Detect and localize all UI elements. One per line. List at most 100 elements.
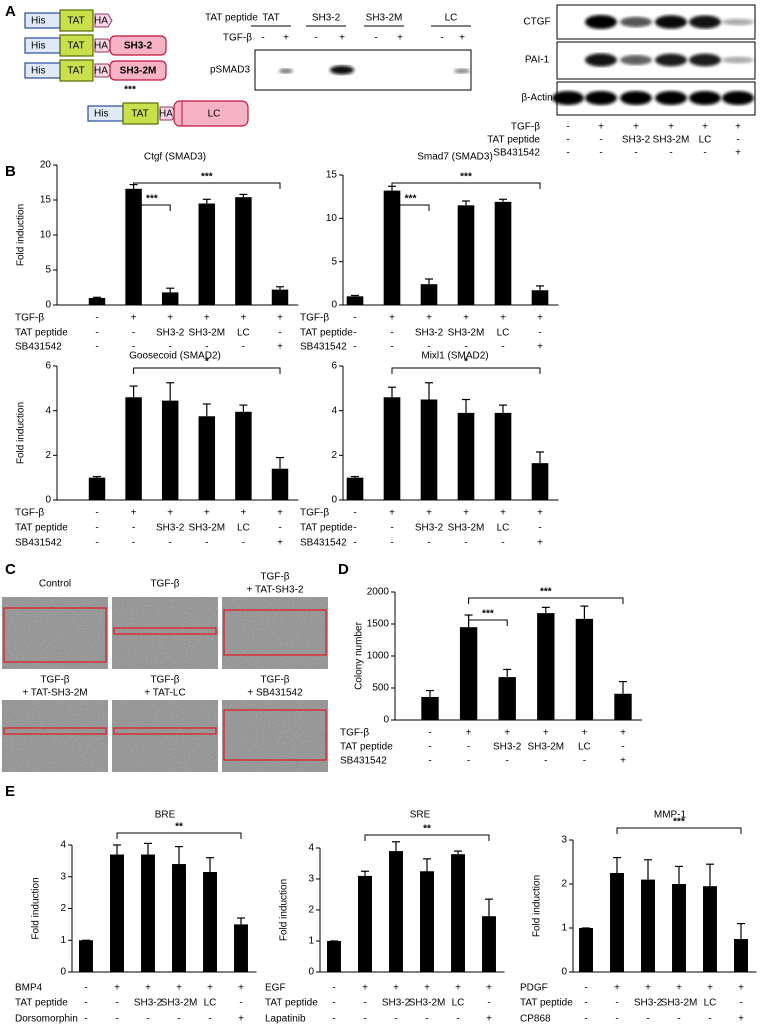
tat-label: TAT: [67, 41, 84, 52]
condition-label: TGF-β: [15, 508, 44, 519]
significance-label: ***: [673, 817, 685, 828]
condition-value: SH3-2M: [448, 328, 485, 339]
condition-value: -: [615, 1014, 618, 1025]
bar: [88, 477, 106, 500]
blot-band: [689, 15, 721, 29]
chart-title: Smad7 (SMAD3): [417, 152, 493, 163]
row-value: +: [668, 122, 674, 133]
y-tick-label: 10: [40, 230, 52, 241]
bar: [125, 397, 142, 500]
condition-label: TGF-β: [300, 508, 329, 519]
condition-value: -: [621, 742, 624, 753]
significance-label: ***: [201, 172, 213, 183]
condition-value: -: [584, 1014, 587, 1025]
y-tick-label: 0: [308, 967, 314, 978]
condition-value: +: [238, 983, 244, 994]
condition-value: +: [204, 313, 210, 324]
wound-outline: [3, 727, 107, 735]
condition-value: -: [583, 756, 586, 767]
condition-label: TAT peptide: [15, 328, 68, 339]
y-tick-label: 6: [331, 361, 337, 372]
condition-value: -: [332, 1014, 335, 1025]
condition-value: +: [167, 508, 173, 519]
insert-box: [173, 100, 249, 127]
condition-value: -: [501, 342, 504, 353]
condition-value: LC: [452, 998, 465, 1009]
significance-label: *: [205, 357, 209, 368]
bar: [389, 851, 403, 972]
panel-label: A: [5, 3, 16, 20]
y-tick-label: 4: [45, 405, 51, 416]
condition-value: +: [543, 728, 549, 739]
bar: [172, 864, 186, 972]
condition-value: -: [95, 508, 98, 519]
condition-value: -: [544, 756, 547, 767]
blot-group-label: LC: [445, 13, 458, 24]
micrograph-texture: [222, 700, 328, 772]
condition-value: +: [500, 313, 506, 324]
condition-value: +: [504, 728, 510, 739]
y-tick-label: 2: [308, 905, 314, 916]
blot-sign: +: [459, 33, 465, 44]
condition-value: -: [95, 538, 98, 549]
bar: [734, 939, 748, 972]
y-tick-label: 500: [372, 683, 389, 694]
wound-outline: [223, 709, 327, 761]
bar: [451, 854, 465, 972]
condition-value: -: [84, 1014, 87, 1025]
condition-value: -: [390, 538, 393, 549]
y-tick-label: 20: [40, 160, 52, 171]
chart-title: BRE: [155, 810, 176, 821]
his-label: His: [94, 109, 108, 120]
condition-value: +: [620, 756, 626, 767]
condition-value: +: [277, 508, 283, 519]
condition-value: +: [738, 983, 744, 994]
row-value: +: [702, 122, 708, 133]
condition-label: EGF: [265, 983, 286, 994]
condition-label: SB431542: [15, 538, 62, 549]
condition-value: +: [238, 1014, 244, 1025]
bar: [494, 412, 512, 500]
condition-value: SH3-2M: [161, 998, 198, 1009]
condition-value: +: [240, 508, 246, 519]
condition-value: SH3-2M: [188, 523, 225, 534]
condition-value: SH3-2: [156, 328, 185, 339]
micrograph-texture: [2, 700, 108, 772]
condition-value: -: [456, 1014, 459, 1025]
bar: [161, 400, 179, 500]
bar: [198, 203, 216, 305]
condition-value: -: [115, 1014, 118, 1025]
blot-header-label: TAT peptide: [205, 13, 258, 24]
bar: [141, 854, 155, 972]
row-value: +: [633, 122, 639, 133]
condition-label: BMP4: [15, 983, 43, 994]
significance-bracket: [364, 834, 490, 841]
condition-value: -: [427, 538, 430, 549]
condition-label: TAT peptide: [15, 523, 68, 534]
row-value: -: [566, 148, 569, 159]
y-tick-label: 6: [45, 361, 51, 372]
condition-value: +: [167, 313, 173, 324]
y-tick-label: 2000: [367, 587, 390, 598]
blot-band: [585, 53, 617, 67]
condition-value: -: [584, 983, 587, 994]
y-axis-label: Fold induction: [532, 875, 543, 937]
blot-sign: +: [283, 33, 289, 44]
his-label: His: [31, 41, 45, 52]
blot-band: [620, 55, 652, 65]
y-axis-label: Fold induction: [16, 204, 27, 266]
condition-value: +: [145, 983, 151, 994]
y-tick-label: 1: [60, 935, 66, 946]
chart-title: MMP-1: [654, 810, 687, 821]
condition-value: -: [538, 523, 541, 534]
chart-title: Goosecoid (SMAD2): [129, 351, 221, 362]
condition-label: TAT peptide: [300, 328, 353, 339]
micrograph-caption: TGF-β: [150, 675, 179, 686]
bar: [383, 190, 401, 305]
row-value: -: [669, 148, 672, 159]
condition-value: +: [426, 508, 432, 519]
bar: [271, 289, 289, 305]
condition-value: -: [584, 998, 587, 1009]
blot-band-label: β-Actin: [521, 93, 552, 104]
condition-value: -: [353, 313, 356, 324]
